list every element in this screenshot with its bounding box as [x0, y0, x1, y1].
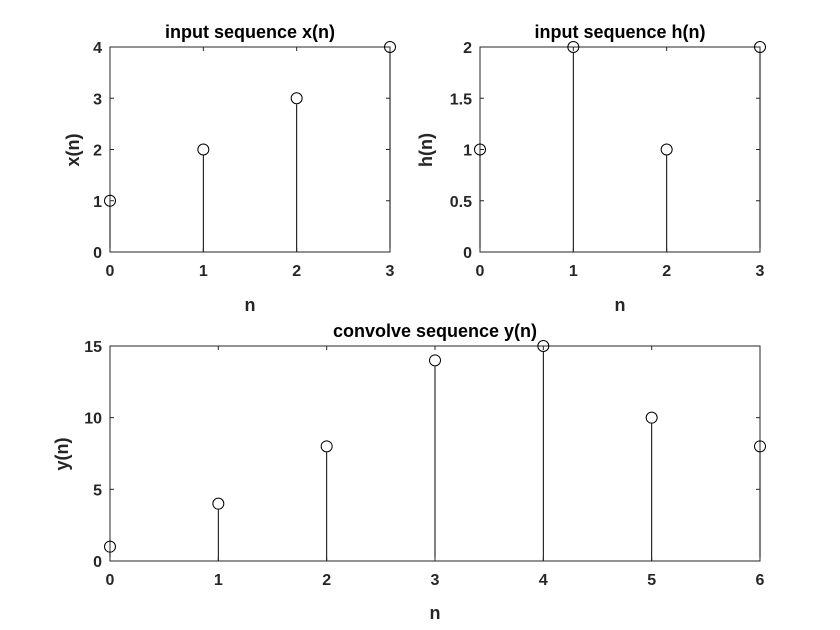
stem-marker — [567, 41, 580, 53]
x-tick-label: 4 — [539, 572, 548, 589]
stem-marker — [645, 411, 658, 424]
stem-marker — [754, 41, 766, 53]
stem-marker — [429, 354, 441, 367]
stem-marker — [197, 143, 210, 156]
x-tick-label: 1 — [199, 263, 208, 280]
y-axis-label-h: h(n) — [416, 133, 436, 167]
x-axis-label-h: n — [615, 295, 626, 315]
stems-y — [104, 340, 766, 561]
x-tick-label: 1 — [569, 263, 578, 280]
x-ticks-y: 0 1 2 3 4 5 6 — [106, 346, 765, 589]
stem-marker — [212, 497, 225, 510]
stem-marker — [104, 194, 116, 207]
x-tick-label: 1 — [214, 572, 223, 589]
x-tick-label: 0 — [106, 572, 115, 589]
x-tick-label: 3 — [386, 263, 395, 280]
x-tick-label: 3 — [431, 572, 440, 589]
stem-marker — [290, 92, 303, 105]
y-tick-label: 0 — [93, 245, 102, 262]
x-axis-label-x: n — [245, 295, 256, 315]
y-tick-label: 1 — [93, 194, 102, 211]
y-tick-label: 10 — [84, 411, 102, 428]
stem-marker — [754, 440, 766, 453]
stem-marker — [474, 143, 486, 156]
x-ticks-h: 0 1 2 3 — [476, 47, 765, 280]
chart-title-y: convolve sequence y(n) — [333, 321, 537, 341]
stem-marker — [104, 540, 116, 553]
chart-title-h: input sequence h(n) — [535, 22, 706, 42]
y-tick-label: 0.5 — [450, 194, 472, 211]
chart-title-x: input sequence x(n) — [165, 22, 335, 42]
plot-frame-x — [109, 46, 391, 253]
y-axis-label-y: y(n) — [52, 438, 72, 471]
x-ticks-x: 0 1 2 3 — [106, 47, 395, 280]
subplot-h: 0 0.5 1 1.5 2 0 1 2 3 input sequence h(n) n h(n… — [416, 22, 766, 315]
y-tick-label: 1.5 — [450, 91, 472, 108]
x-axis-label-y: n — [430, 603, 441, 623]
x-tick-label: 3 — [756, 263, 765, 280]
y-axis-label-x: x(n) — [63, 134, 83, 167]
stems-x — [104, 41, 396, 252]
y-tick-label: 2 — [93, 143, 102, 160]
x-tick-label: 2 — [322, 572, 331, 589]
stems-h — [474, 41, 766, 252]
y-ticks-h: 0 0.5 1 1.5 2 — [450, 40, 760, 262]
stem-marker — [384, 41, 396, 53]
x-tick-label: 0 — [476, 263, 485, 280]
y-tick-label: 1 — [463, 143, 472, 160]
y-tick-label: 5 — [93, 482, 102, 499]
y-tick-label: 15 — [84, 339, 102, 356]
subplot-x: 0 1 2 3 4 0 1 2 3 input sequence x(n) n x(n) — [63, 22, 396, 315]
stem-marker — [320, 440, 333, 453]
plot-frame-h — [479, 46, 761, 253]
y-ticks-x: 0 1 2 3 4 — [93, 40, 390, 262]
y-ticks-y: 0 5 10 15 — [84, 339, 760, 571]
y-tick-label: 4 — [93, 40, 102, 57]
y-tick-label: 0 — [463, 245, 472, 262]
x-tick-label: 6 — [756, 572, 765, 589]
x-tick-label: 5 — [647, 572, 656, 589]
x-tick-label: 2 — [292, 263, 301, 280]
x-tick-label: 0 — [106, 263, 115, 280]
stem-marker — [537, 340, 550, 352]
x-tick-label: 2 — [662, 263, 671, 280]
y-tick-label: 0 — [93, 554, 102, 571]
y-tick-label: 2 — [463, 40, 472, 57]
stem-marker — [660, 143, 673, 156]
y-tick-label: 3 — [93, 91, 102, 108]
